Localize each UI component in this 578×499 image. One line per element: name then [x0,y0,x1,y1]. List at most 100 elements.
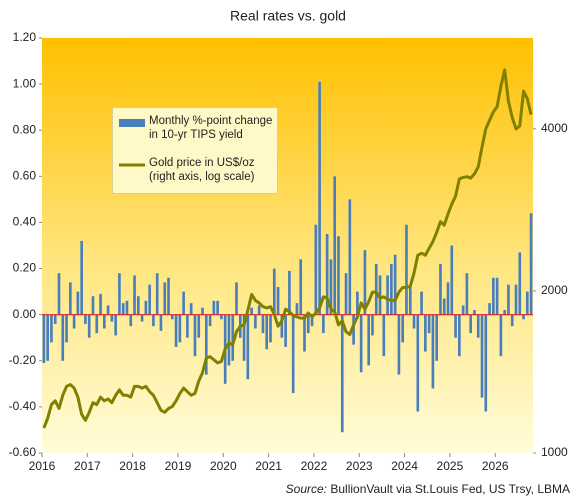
bar [163,282,167,315]
bar [220,314,223,320]
bar [212,300,216,315]
bar [363,250,367,315]
bar [61,314,65,361]
bar [458,314,461,357]
bar [401,314,405,343]
x-tick-label: 2023 [346,459,373,473]
y-tick-label: 0.80 [13,122,37,136]
bar [322,314,325,334]
bar [155,273,159,315]
bar [65,314,68,343]
bar [57,273,61,315]
bar [329,259,333,315]
bar [356,291,359,315]
bar [159,314,163,331]
bar [148,284,151,315]
x-tick-label: 2017 [74,459,101,473]
bar [99,293,102,315]
bar [170,314,174,320]
y-tick-label: 0.00 [13,307,37,321]
bar [87,314,91,338]
bar [208,314,212,327]
y-tick-label: 1.00 [13,76,37,90]
bar [280,314,284,338]
bar [178,314,182,343]
x-tick-label: 2025 [437,459,464,473]
bar [465,273,469,315]
y-tick-label: 0.40 [13,215,37,229]
bar [473,310,476,315]
source-text: BullionVault via St.Louis Fed, US Trsy, … [330,482,570,496]
bar [420,291,423,315]
bar [371,314,374,336]
bar [227,314,231,366]
bar [189,303,193,315]
x-tick-label: 2020 [210,459,237,473]
bar [53,314,57,324]
x-tick-label: 2016 [29,459,56,473]
bar [91,296,95,315]
bar [269,314,272,343]
bar [265,314,269,350]
source-note: Source: BullionVault via St.Louis Fed, U… [286,482,570,496]
y-tick-label: -0.40 [9,399,37,413]
legend-swatch [119,119,145,127]
bar [84,314,87,324]
bar [114,314,117,336]
bar [254,314,257,329]
bar [174,314,178,347]
legend: Monthly %-point change in 10-yr TIPS yie… [112,107,278,194]
x-tick-label: 2026 [482,459,509,473]
bar [102,314,106,329]
y-tick-label: 1.20 [13,30,37,44]
y-tick-label: -0.60 [9,445,37,459]
bar [439,263,442,315]
gold-line [42,68,533,429]
bar [242,314,246,361]
bar [50,314,53,343]
bar [291,314,295,394]
bar [276,287,280,315]
bar [390,263,393,315]
bar [461,305,465,315]
bar [450,245,454,315]
bar [454,314,457,338]
bar [514,284,518,315]
bar [405,224,408,315]
bar [69,282,72,315]
bar [110,314,114,322]
bar [216,300,219,315]
bar [333,176,337,315]
bar [125,300,129,315]
y2-tick-label: 1000 [541,445,568,459]
bar [435,314,439,361]
y2-tick-label: 2000 [541,283,568,297]
bar [261,314,265,334]
bar [140,314,144,322]
bar [344,273,348,315]
bar [340,314,344,433]
x-tick-label: 2022 [301,459,328,473]
bar [469,314,473,334]
bar [337,236,340,315]
bar [476,314,480,338]
bar [314,224,318,315]
bar [507,284,510,315]
bar [167,277,170,315]
bar [529,213,533,315]
bar [518,252,522,315]
bar [129,314,133,327]
bar [204,314,208,375]
bar [193,314,197,357]
bar [136,296,140,315]
bar [118,273,121,315]
bar [106,305,110,315]
bar [325,233,329,315]
x-tick-label: 2024 [391,459,418,473]
bar [495,277,499,315]
bar [310,314,314,327]
bar [144,300,148,315]
bar [382,314,386,357]
bar [393,254,397,315]
bar [416,314,420,412]
